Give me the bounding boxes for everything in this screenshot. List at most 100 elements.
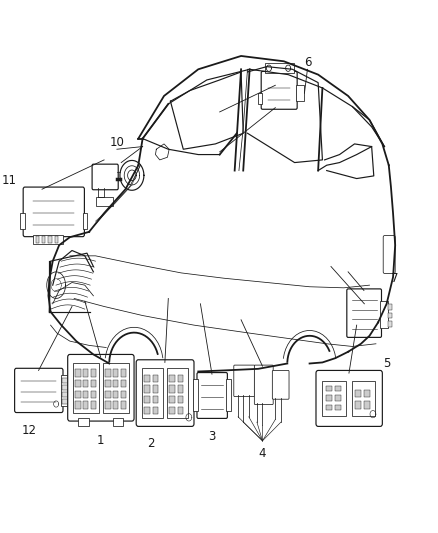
Bar — [335, 405, 341, 410]
Bar — [335, 386, 341, 391]
Bar — [153, 385, 159, 393]
Bar — [193, 379, 198, 411]
Bar — [355, 401, 361, 409]
Bar — [62, 392, 69, 397]
Bar — [226, 379, 231, 411]
Bar — [169, 385, 175, 393]
Text: 11: 11 — [1, 174, 16, 187]
Bar — [169, 375, 175, 382]
Bar — [113, 369, 118, 377]
FancyBboxPatch shape — [23, 187, 85, 237]
FancyBboxPatch shape — [316, 370, 382, 426]
Bar — [121, 401, 126, 409]
Bar — [61, 375, 70, 406]
Bar — [91, 391, 96, 398]
Text: 10: 10 — [110, 136, 124, 149]
Bar — [153, 407, 159, 414]
Bar — [78, 418, 89, 426]
Bar — [388, 304, 392, 310]
Bar — [91, 401, 96, 409]
Text: 7: 7 — [392, 272, 399, 285]
Bar — [103, 363, 129, 413]
Bar — [91, 369, 96, 377]
FancyBboxPatch shape — [68, 354, 134, 421]
Bar — [20, 213, 25, 229]
FancyBboxPatch shape — [254, 365, 273, 405]
Bar — [153, 396, 159, 403]
Bar — [35, 236, 39, 243]
Bar — [106, 401, 110, 409]
Text: 6: 6 — [304, 56, 311, 69]
Bar — [113, 401, 118, 409]
Bar — [355, 390, 361, 397]
Bar — [364, 401, 371, 409]
Bar — [113, 380, 118, 387]
Bar — [145, 407, 150, 414]
Bar — [258, 93, 262, 104]
Bar — [121, 391, 126, 398]
Bar — [62, 378, 69, 383]
Bar — [83, 401, 88, 409]
Text: 4: 4 — [259, 447, 266, 460]
Bar — [73, 363, 99, 413]
Text: 2: 2 — [148, 437, 155, 450]
Bar — [296, 85, 304, 101]
Bar — [145, 385, 150, 393]
FancyBboxPatch shape — [197, 373, 227, 418]
Bar — [153, 375, 159, 382]
FancyBboxPatch shape — [261, 71, 297, 109]
Bar — [55, 236, 58, 243]
Bar — [75, 369, 81, 377]
Bar — [42, 236, 46, 243]
Bar — [265, 63, 294, 73]
Bar — [178, 375, 183, 382]
Bar — [106, 369, 110, 377]
Bar — [106, 391, 110, 398]
Bar — [83, 391, 88, 398]
FancyBboxPatch shape — [347, 289, 381, 337]
Bar — [326, 386, 332, 391]
Bar — [169, 396, 175, 403]
Bar — [83, 380, 88, 387]
Bar — [380, 301, 388, 328]
Bar — [83, 369, 88, 377]
FancyBboxPatch shape — [14, 368, 63, 413]
Bar — [33, 235, 64, 244]
Bar — [178, 407, 183, 414]
Bar — [121, 380, 126, 387]
Bar — [75, 391, 81, 398]
Bar — [166, 368, 188, 418]
Bar — [142, 368, 163, 418]
Text: 1: 1 — [97, 434, 104, 447]
Bar — [178, 385, 183, 393]
Bar — [145, 375, 150, 382]
Bar — [75, 401, 81, 409]
Bar — [106, 380, 110, 387]
Bar — [145, 396, 150, 403]
Bar — [83, 213, 87, 229]
Text: 12: 12 — [21, 424, 37, 437]
Bar — [49, 236, 52, 243]
Bar — [113, 391, 118, 398]
Bar — [326, 395, 332, 401]
Bar — [91, 380, 96, 387]
FancyBboxPatch shape — [234, 365, 255, 397]
Bar — [75, 380, 81, 387]
Bar — [335, 395, 341, 401]
Bar — [62, 399, 69, 404]
Bar — [388, 321, 392, 327]
Text: 3: 3 — [208, 430, 215, 443]
Bar — [364, 390, 371, 397]
Bar — [388, 313, 392, 318]
Bar — [121, 369, 126, 377]
Bar — [113, 418, 124, 426]
FancyBboxPatch shape — [136, 360, 194, 426]
Bar — [352, 381, 375, 416]
Bar — [178, 396, 183, 403]
Bar — [322, 381, 346, 416]
Bar — [62, 385, 69, 390]
FancyBboxPatch shape — [272, 370, 289, 399]
Text: 5: 5 — [383, 358, 390, 370]
FancyBboxPatch shape — [92, 164, 118, 190]
Bar — [326, 405, 332, 410]
